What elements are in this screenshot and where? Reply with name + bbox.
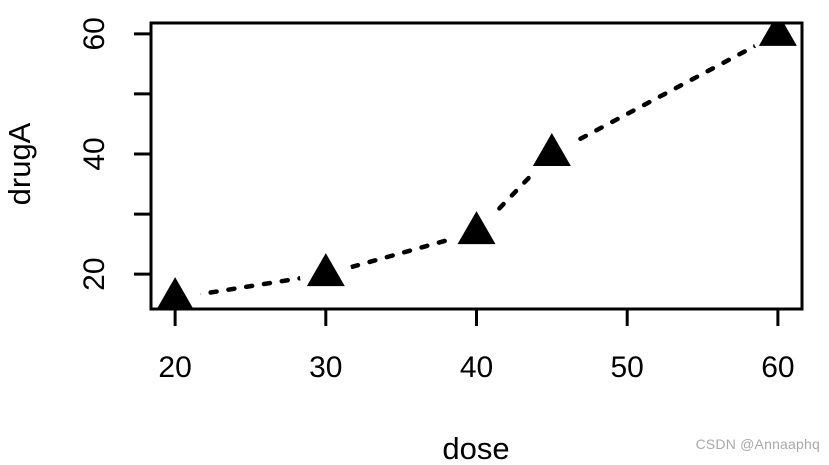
- x-tick-label: 50: [611, 351, 644, 384]
- x-axis-title: dose: [442, 431, 509, 465]
- x-tick-label: 20: [158, 351, 191, 384]
- series-line: [172, 31, 781, 301]
- watermark: CSDN @Annaaphq: [695, 436, 820, 452]
- data-point-marker: [306, 253, 345, 287]
- y-tick-label: 60: [78, 17, 111, 50]
- plot-border: [149, 21, 804, 311]
- y-axis-title: drugA: [2, 122, 37, 205]
- data-point-marker: [758, 23, 797, 46]
- plot-area: [151, 23, 802, 309]
- axes: 20 30 40 50 60 20 40 60: [78, 17, 795, 384]
- x-tick-label: 40: [460, 351, 493, 384]
- data-point-marker: [532, 132, 571, 166]
- data-point-marker: [457, 211, 496, 245]
- x-tick-label: 60: [761, 351, 794, 384]
- y-tick-label: 40: [78, 137, 111, 170]
- x-tick-label: 30: [309, 351, 342, 384]
- data-point-marker: [156, 277, 194, 309]
- y-tick-label: 20: [78, 257, 111, 290]
